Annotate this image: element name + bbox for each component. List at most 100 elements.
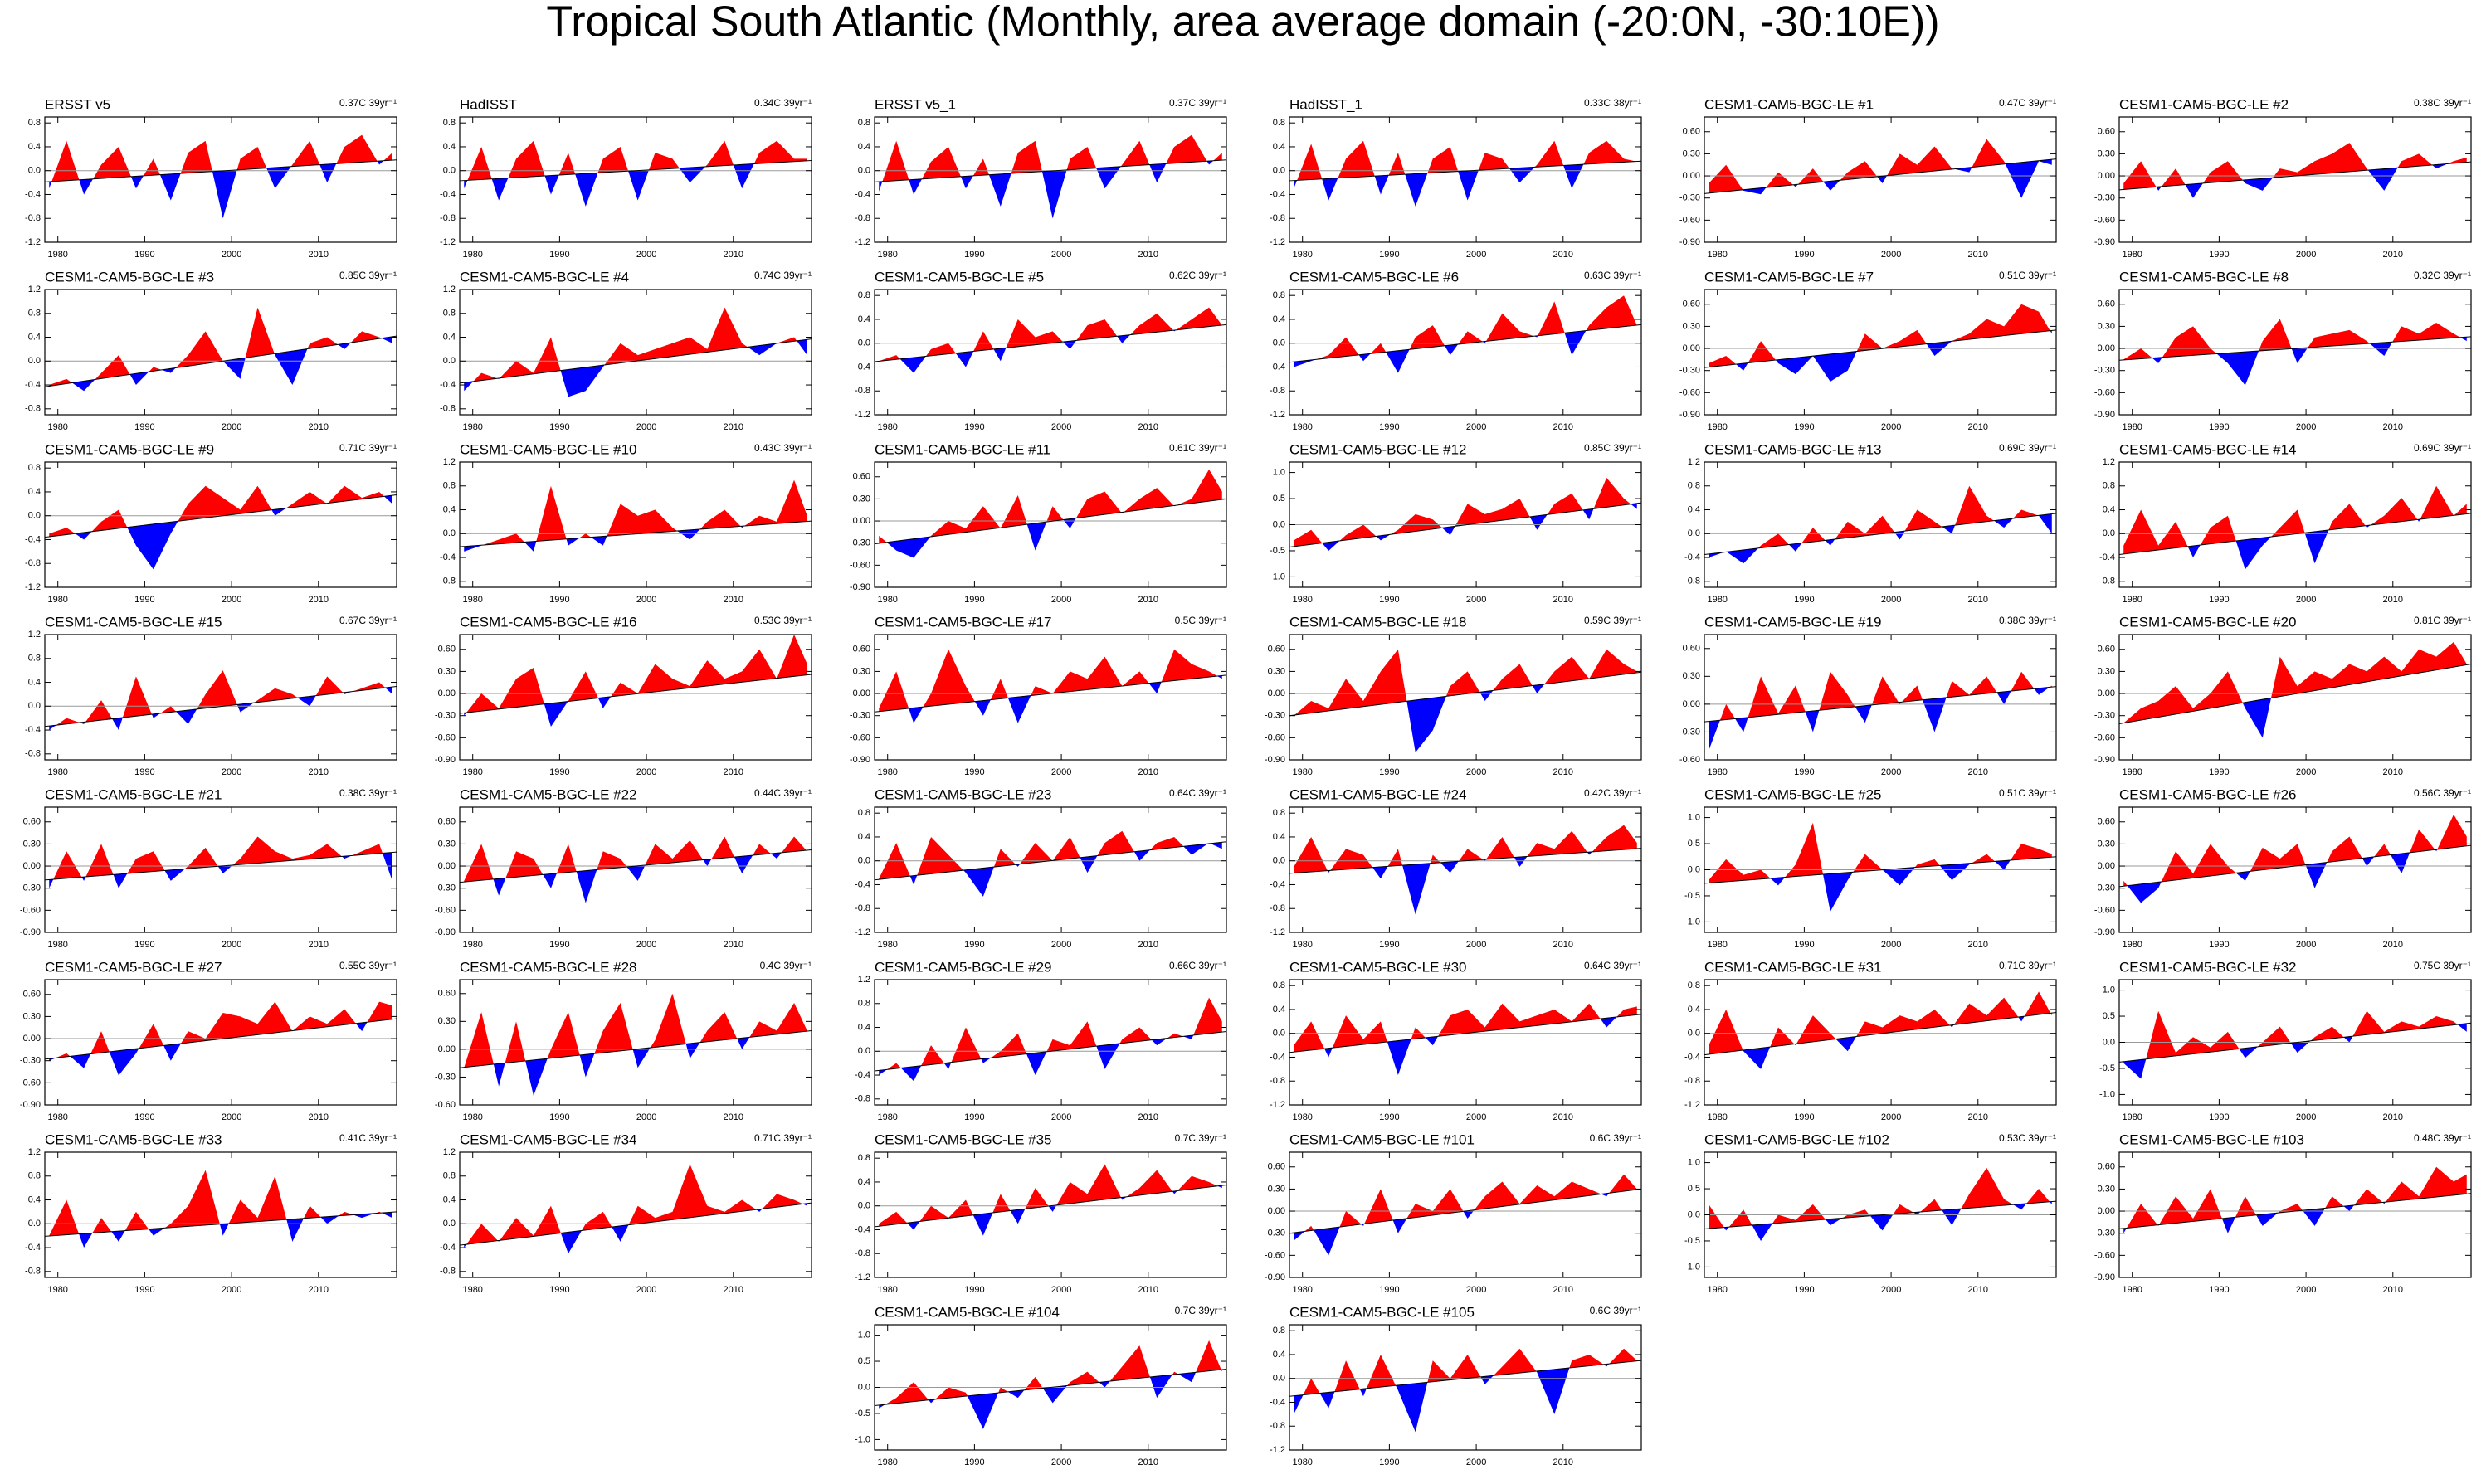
area-above-trend: [1709, 991, 2052, 1055]
x-tick-label: 2010: [724, 250, 743, 260]
x-tick-label: 1990: [1379, 1112, 1399, 1122]
area-above-trend: [464, 479, 807, 547]
trend-line: [1289, 502, 1642, 548]
y-tick-label: 0.4: [858, 142, 870, 152]
y-tick-label: 0.60: [438, 817, 456, 827]
trend-annotation: 0.6C 39yr⁻¹: [1590, 1132, 1641, 1144]
area-above-trend: [2123, 485, 2467, 555]
y-tick-label: -0.30: [435, 1072, 456, 1082]
x-tick-label: 2000: [1881, 940, 1901, 950]
y-tick-label: -0.30: [2094, 193, 2115, 203]
y-tick-label: -0.90: [850, 582, 870, 592]
x-tick-label: 2000: [222, 1112, 241, 1122]
x-tick-label: 1980: [877, 1112, 897, 1122]
panel: CESM1-CAM5-BGC-LE #32 0.75C 39yr⁻¹ -1.0 -0.…: [2099, 959, 2472, 1122]
y-tick-label: 0.8: [1273, 1326, 1285, 1336]
panel: HadISST 0.34C 39yr⁻¹ -1.2 -0.8 -0.4 0.0 0.4 0.8…: [440, 96, 812, 260]
trend-line: [874, 1185, 1227, 1228]
x-tick-label: 2000: [1466, 1457, 1486, 1467]
trend-annotation: 0.38C 39yr⁻¹: [1999, 615, 2056, 626]
panel-title: CESM1-CAM5-BGC-LE #102: [1704, 1131, 1889, 1147]
panel: CESM1-CAM5-BGC-LE #33 0.41C 39yr⁻¹ -0.8 -0.…: [25, 1131, 397, 1295]
panel-title: CESM1-CAM5-BGC-LE #5: [875, 269, 1044, 285]
panel-title: CESM1-CAM5-BGC-LE #26: [2119, 786, 2297, 802]
y-tick-label: 0.4: [2103, 504, 2115, 514]
x-tick-label: 2010: [1968, 595, 1988, 605]
x-tick-label: 2010: [1968, 940, 1988, 950]
x-tick-label: 2000: [1466, 595, 1486, 605]
x-tick-label: 2000: [1881, 767, 1901, 777]
panel: CESM1-CAM5-BGC-LE #15 0.67C 39yr⁻¹ -0.8 -0.…: [25, 614, 397, 777]
trend-annotation: 0.85C 39yr⁻¹: [1584, 442, 1641, 454]
y-tick-label: 0.0: [1688, 1209, 1700, 1219]
y-tick-label: 0.0: [28, 356, 41, 366]
plot-frame: [1704, 634, 2057, 761]
y-tick-label: 0.0: [858, 1382, 870, 1392]
x-tick-label: 2000: [1466, 250, 1486, 260]
panel-title: ERSST v5: [45, 96, 110, 112]
y-tick-label: -1.2: [1270, 1445, 1285, 1455]
y-tick-label: -0.8: [855, 903, 870, 913]
panel-title: CESM1-CAM5-BGC-LE #4: [460, 269, 629, 285]
y-tick-label: -0.8: [25, 213, 41, 223]
trend-line: [2118, 1193, 2472, 1229]
y-tick-label: -0.8: [440, 1267, 456, 1277]
y-tick-label: -0.60: [2094, 1250, 2115, 1260]
x-tick-label: 2000: [1466, 767, 1486, 777]
trend-annotation: 0.7C 39yr⁻¹: [1175, 1132, 1226, 1144]
area-below-trend: [879, 1031, 1222, 1082]
panel: CESM1-CAM5-BGC-LE #24 0.42C 39yr⁻¹ -1.2 -0.…: [1270, 786, 1642, 950]
trend-annotation: 0.64C 39yr⁻¹: [1584, 960, 1641, 971]
panel: CESM1-CAM5-BGC-LE #6 0.63C 39yr⁻¹ -1.2 -0.8…: [1270, 269, 1642, 432]
x-tick-label: 1980: [47, 250, 67, 260]
trend-line: [459, 520, 812, 547]
trend-line: [874, 324, 1227, 362]
x-tick-label: 1980: [1707, 1285, 1727, 1295]
x-tick-label: 2010: [1968, 422, 1988, 432]
trend-annotation: 0.71C 39yr⁻¹: [754, 1132, 812, 1144]
y-tick-label: -1.2: [1270, 1100, 1285, 1110]
x-tick-label: 2000: [1881, 595, 1901, 605]
x-tick-label: 2000: [1051, 1112, 1071, 1122]
y-tick-label: -0.4: [1270, 189, 1285, 199]
x-tick-label: 1980: [1707, 940, 1727, 950]
trend-line: [874, 159, 1227, 182]
x-tick-label: 2000: [1466, 422, 1486, 432]
y-tick-label: 0.0: [1273, 338, 1285, 348]
x-tick-label: 2010: [309, 1285, 329, 1295]
y-tick-label: -1.0: [1270, 572, 1285, 581]
y-tick-label: -0.8: [2099, 577, 2115, 586]
x-tick-label: 1980: [1707, 422, 1727, 432]
x-tick-label: 2000: [1881, 250, 1901, 260]
x-tick-label: 2010: [309, 595, 329, 605]
y-tick-label: 0.4: [858, 1177, 870, 1187]
x-tick-label: 2000: [1051, 940, 1071, 950]
y-tick-label: 0.00: [438, 688, 456, 698]
area-below-trend: [1709, 856, 2052, 912]
plot-frame: [2118, 1151, 2472, 1278]
trend-line: [459, 849, 812, 883]
x-tick-label: 1980: [47, 595, 67, 605]
x-tick-label: 2010: [724, 595, 743, 605]
y-tick-label: 0.60: [1268, 645, 1285, 654]
y-tick-label: 0.4: [443, 1194, 456, 1204]
trend-annotation: 0.55C 39yr⁻¹: [339, 960, 397, 971]
trend-line: [1289, 1188, 1642, 1234]
trend-annotation: 0.59C 39yr⁻¹: [1584, 615, 1641, 626]
x-tick-label: 1980: [877, 1285, 897, 1295]
trend-line: [1704, 329, 2057, 368]
y-tick-label: 0.0: [28, 166, 41, 176]
x-tick-label: 2010: [1138, 1457, 1158, 1467]
y-tick-label: 0.0: [1273, 166, 1285, 176]
y-tick-label: 0.8: [28, 463, 41, 473]
plot-frame: [44, 289, 397, 416]
y-tick-label: -0.30: [1679, 366, 1700, 376]
y-tick-label: 0.0: [858, 166, 870, 176]
plot-frame: [1289, 979, 1642, 1106]
x-tick-label: 2000: [636, 595, 656, 605]
y-tick-label: 0.5: [858, 1356, 870, 1366]
y-tick-label: 0.30: [23, 839, 41, 849]
y-tick-label: -0.8: [1684, 577, 1700, 586]
x-tick-label: 1990: [2209, 250, 2229, 260]
y-tick-label: -0.90: [2094, 410, 2115, 420]
